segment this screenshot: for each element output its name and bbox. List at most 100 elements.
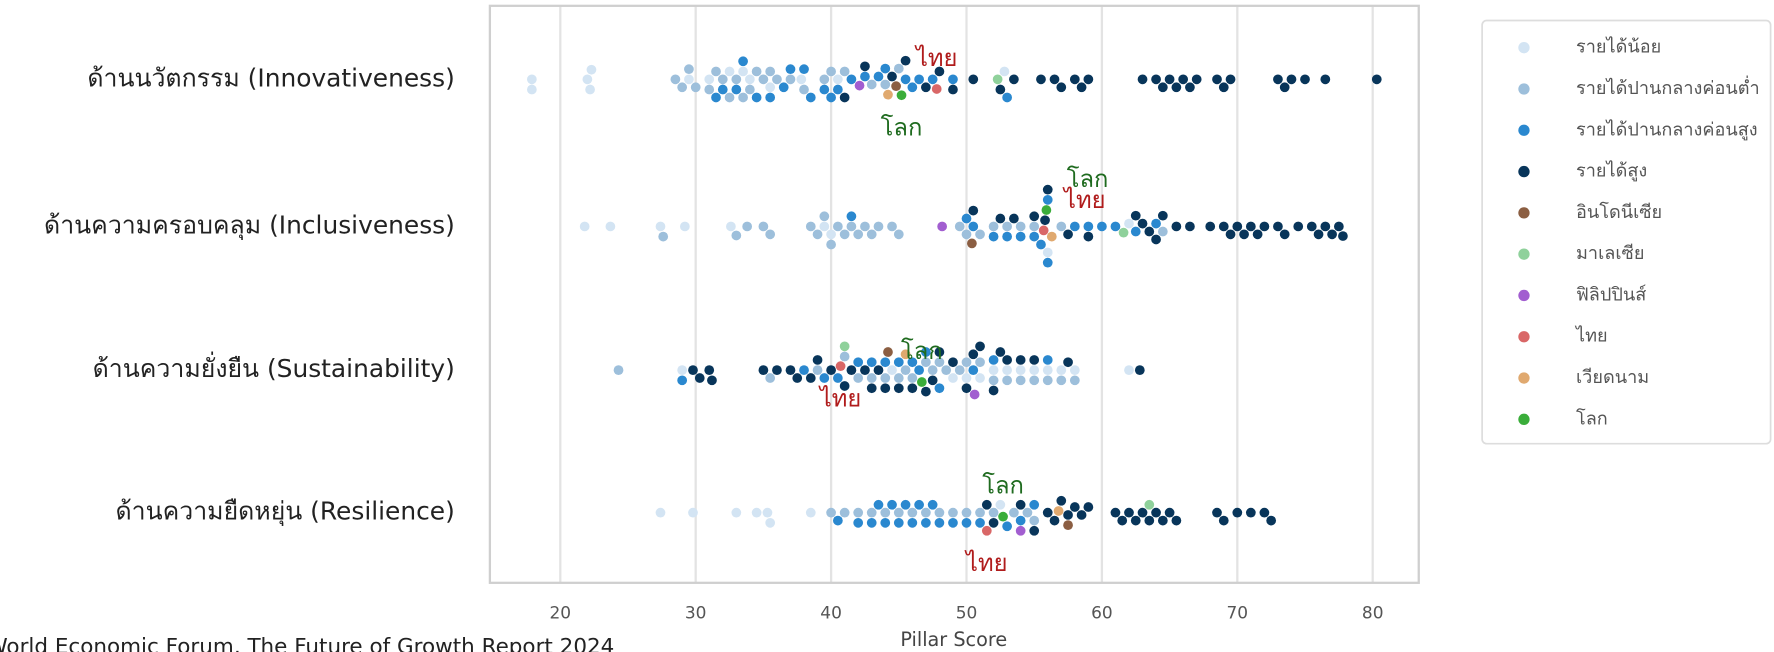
point	[921, 347, 931, 357]
point	[586, 64, 597, 75]
point	[1144, 226, 1155, 237]
point	[988, 221, 999, 232]
point	[969, 389, 980, 400]
point	[1157, 226, 1168, 237]
point	[758, 74, 769, 85]
legend-marker	[1518, 42, 1530, 54]
point	[1130, 226, 1141, 237]
point	[961, 213, 972, 224]
point	[680, 221, 690, 232]
point	[1371, 74, 1382, 85]
point	[677, 365, 688, 375]
point	[819, 211, 830, 222]
point	[839, 66, 850, 77]
point	[1266, 515, 1277, 526]
point	[826, 239, 836, 250]
point	[1137, 507, 1148, 518]
point	[1049, 74, 1060, 85]
point	[1042, 184, 1053, 195]
y-tick-label: ด้านนวัตกรรม (Innovativeness)	[87, 63, 454, 92]
point	[883, 89, 893, 100]
point	[988, 231, 999, 242]
point	[931, 84, 942, 94]
point	[839, 341, 850, 352]
legend-label: รายได้สูง	[1576, 160, 1647, 182]
point	[914, 365, 924, 375]
point	[684, 74, 694, 85]
point	[893, 507, 904, 518]
point	[880, 357, 891, 368]
point	[988, 507, 999, 518]
point	[975, 373, 985, 383]
point	[891, 81, 901, 92]
point	[900, 499, 911, 510]
x-tick-label: 20	[549, 603, 571, 623]
legend-label: ฟิลิปปินส์	[1576, 284, 1646, 305]
point	[975, 357, 985, 368]
point	[1076, 82, 1087, 93]
point	[819, 74, 830, 85]
point	[1083, 231, 1094, 242]
point	[819, 373, 830, 383]
point	[1056, 495, 1067, 506]
point	[1002, 355, 1012, 365]
point	[846, 211, 857, 222]
point	[1040, 215, 1050, 226]
point	[1036, 239, 1046, 250]
point	[961, 229, 972, 240]
point	[670, 74, 681, 85]
point	[921, 386, 931, 397]
point	[1306, 221, 1317, 232]
point	[1124, 507, 1134, 518]
annotation: โลก	[881, 114, 923, 142]
point	[914, 499, 924, 510]
point	[934, 517, 945, 528]
point	[995, 499, 1006, 510]
point	[762, 507, 773, 518]
point	[805, 373, 816, 383]
point	[655, 221, 666, 232]
legend-marker	[1518, 165, 1530, 178]
point	[921, 517, 931, 528]
point	[1151, 507, 1161, 518]
point	[975, 341, 985, 352]
point	[1118, 227, 1129, 238]
point	[1002, 92, 1012, 103]
point	[866, 507, 877, 518]
point	[799, 84, 809, 95]
point	[995, 84, 1006, 95]
point	[1056, 365, 1067, 375]
x-tick-label: 30	[685, 603, 707, 623]
point	[1185, 221, 1195, 232]
point	[778, 82, 789, 93]
point	[744, 84, 755, 95]
point	[981, 499, 992, 510]
point	[1002, 521, 1012, 532]
point	[812, 355, 823, 365]
point	[1320, 74, 1331, 85]
point	[1083, 74, 1094, 85]
point	[941, 365, 952, 375]
point	[853, 507, 864, 518]
point	[1015, 499, 1026, 510]
source: World Economic Forum, The Future of Grow…	[0, 634, 614, 652]
point	[833, 74, 843, 85]
point	[1239, 229, 1249, 240]
point	[1124, 218, 1134, 229]
point	[758, 221, 769, 232]
point	[1029, 375, 1040, 386]
point	[812, 365, 823, 375]
point	[826, 66, 836, 77]
point	[846, 221, 857, 232]
point	[582, 74, 593, 85]
point	[1015, 231, 1026, 242]
x-tick-label: 60	[1091, 603, 1113, 623]
point	[1320, 221, 1331, 232]
point	[1042, 365, 1053, 375]
point	[1273, 74, 1283, 85]
point	[707, 375, 717, 386]
point	[873, 499, 884, 510]
x-tick-label: 50	[956, 603, 978, 623]
legend-label: เวียดนาม	[1576, 367, 1649, 388]
point	[765, 517, 776, 528]
